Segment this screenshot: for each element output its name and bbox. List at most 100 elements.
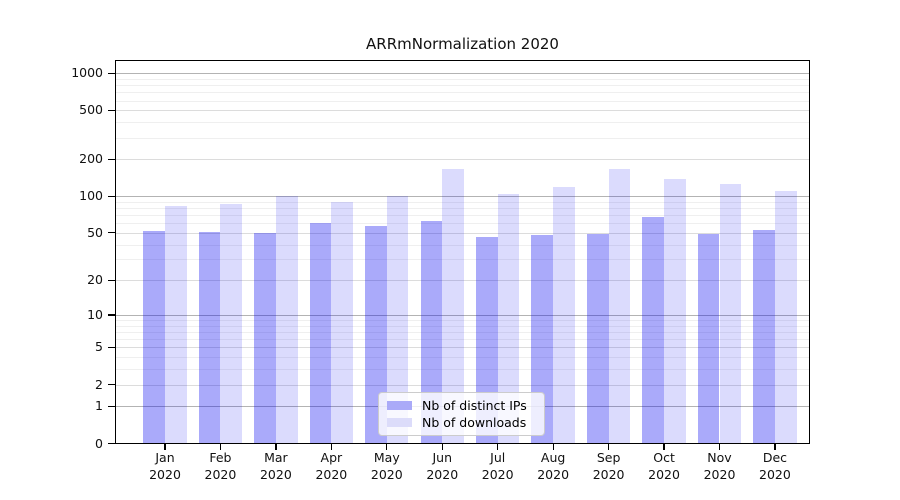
bar-downloads-apr [331,202,354,444]
y-tick-label: 5 [95,339,103,355]
bar-distinct-ips-feb [198,231,221,444]
gridline-minor [115,244,810,246]
y-tick-label: 20 [87,272,103,288]
y-tick-label: 2 [95,376,103,392]
x-tick-label: Nov 2020 [703,450,736,482]
x-tick-mark [330,443,332,450]
x-tick-mark [386,443,388,450]
bar-downloads-sep [608,168,631,444]
y-tick-label: 50 [87,224,103,240]
gridline-major [115,73,810,75]
plot-area [115,60,810,444]
x-tick-mark [774,443,776,450]
y-tick-mark [107,346,115,349]
y-tick-label: 10 [87,307,103,322]
y-tick-label: 1 [95,398,103,414]
bar-distinct-ips-dec [753,229,775,444]
bar-downloads-mar [275,196,298,444]
gridline-mid [115,280,810,282]
bar-distinct-ips-oct [642,216,665,444]
x-tick-mark [275,443,277,450]
x-tick-label: Dec 2020 [759,450,791,482]
gridline-minor [115,339,810,341]
bar-distinct-ips-apr [309,223,332,444]
bar-downloads-jan [165,206,187,444]
legend-swatch-downloads-icon [387,418,412,427]
gridline-minor [115,201,810,203]
x-tick-label: Aug 2020 [537,450,570,482]
legend-label-distinct-ips: Nb of distinct IPs [422,398,527,413]
gridline-minor [115,100,810,102]
x-tick-mark [164,443,166,450]
legend-label-downloads: Nb of downloads [422,415,527,430]
x-tick-label: Apr 2020 [315,450,348,482]
y-tick-label: 100 [79,188,103,204]
bar-distinct-ips-jun [420,220,443,444]
y-tick-label: 1000 [71,65,103,81]
y-tick-mark [107,232,115,234]
bar-downloads-may [386,196,409,444]
gridline-minor [115,137,810,139]
y-tick-mark [107,158,115,160]
x-tick-label: Sep 2020 [592,450,625,482]
bar-downloads-nov [719,183,742,444]
gridline-mid [115,232,810,234]
y-tick-label: 0 [95,435,103,451]
gridline-minor [115,369,810,371]
bar-distinct-ips-aug [531,234,554,444]
legend-swatch-distinct-ips-icon [387,401,412,410]
bar-distinct-ips-nov [697,233,720,444]
x-tick-label: Feb 2020 [204,450,237,482]
x-tick-label: Oct 2020 [648,450,680,482]
y-tick-mark [107,383,115,386]
x-tick-mark [552,443,554,450]
x-tick-mark [219,443,222,450]
bar-downloads-oct [664,178,686,444]
x-tick-label: Jun 2020 [426,450,459,482]
bar-downloads-aug [553,186,575,444]
y-tick-label: 200 [79,151,103,167]
gridline-minor [115,357,810,359]
gridline-minor [115,215,810,217]
gridline-mid [115,347,810,349]
x-tick-label: Jan 2020 [149,450,181,482]
bar-downloads-dec [774,190,797,444]
gridline-minor [115,78,810,80]
y-tick-mark [107,405,115,407]
bar-downloads-feb [220,203,243,444]
bar-downloads-jun [442,168,464,444]
bar-distinct-ips-jan [143,230,165,444]
gridline-major [115,315,810,316]
legend-item-downloads: Nb of downloads [387,415,536,430]
y-tick-label: 500 [79,102,103,118]
bar-distinct-ips-jul [476,237,498,444]
bar-distinct-ips-mar [254,232,276,444]
x-tick-mark [441,443,443,450]
y-tick-mark [107,442,115,445]
bar-downloads-jul [497,194,520,444]
y-tick-mark [107,72,115,74]
gridline-major [115,196,810,198]
gridline-minor [115,332,810,334]
legend: Nb of distinct IPs Nb of downloads [378,392,545,436]
x-tick-mark [607,443,610,450]
gridline-mid [115,384,810,386]
y-tick-mark [107,279,115,281]
gridline-minor [115,92,810,94]
x-tick-label: Mar 2020 [259,450,292,482]
gridline-minor [115,208,810,210]
gridline-minor [115,85,810,87]
x-tick-mark [663,443,665,450]
y-tick-mark [107,314,115,316]
gridline-mid [115,159,810,161]
bar-distinct-ips-sep [586,233,609,444]
x-tick-mark [497,443,499,450]
x-tick-mark [718,443,721,450]
chart-title: ARRmNormalization 2020 [366,35,559,53]
gridline-mid [115,110,810,112]
gridline-minor [115,320,810,322]
x-tick-label: Jul 2020 [481,450,514,482]
y-tick-mark [107,109,115,112]
x-tick-label: May 2020 [370,450,403,482]
